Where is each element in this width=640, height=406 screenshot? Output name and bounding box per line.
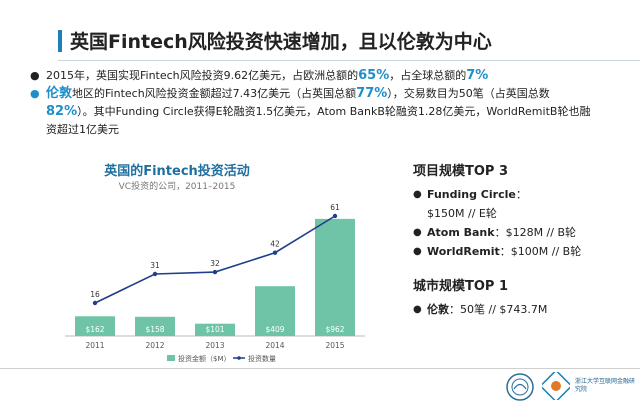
line-label-2014: 42 <box>270 240 280 249</box>
fintech-investment-chart: $162 2011 $158 2012 $101 2013 $409 2014 $962 2015… <box>65 203 365 363</box>
header-divider <box>58 60 640 61</box>
x-tick-2011: 2011 <box>85 341 104 350</box>
legend-line-marker <box>237 356 241 360</box>
bar-2012 <box>135 316 175 336</box>
line-point-2013 <box>212 269 218 275</box>
bullet-dot-icon: ● <box>413 246 422 257</box>
bar-label-2011: $162 <box>85 325 104 334</box>
bar-label-2014: $409 <box>265 325 284 334</box>
bullet-item: ● 2015年，英国实现Fintech风险投资9.62亿美元，占欧洲总额的65%… <box>30 68 489 83</box>
bullet-item: ● 伦敦地区的Fintech风险投资金额超过7.43亿美元（占英国总额77%），… <box>30 86 591 136</box>
bullet-dot-icon: ● <box>413 304 422 315</box>
legend-bar-swatch <box>167 355 175 361</box>
bullet-dot-icon: ● <box>413 189 422 200</box>
bar-2011 <box>75 316 115 336</box>
bullet-list: ● 2015年，英国实现Fintech风险投资9.62亿美元，占欧洲总额的65%… <box>30 67 615 139</box>
chart-title: 英国的Fintech投资活动 <box>104 164 250 179</box>
x-tick-2012: 2012 <box>145 341 164 350</box>
top3-item: ● Atom Bank：$128M // B轮 <box>413 223 633 242</box>
top3-title: 项目规模TOP 3 <box>413 164 509 179</box>
x-tick-2015: 2015 <box>325 341 344 350</box>
top3-item: ● Funding Circle： <box>413 185 633 204</box>
institute-name: 浙江大学互联网金融研究院 <box>575 378 636 393</box>
city-item: ● 伦敦：50笔 // $743.7M <box>413 300 633 319</box>
title-accent-bar <box>58 30 62 52</box>
line-label-2012: 31 <box>150 261 160 270</box>
right-panel: 项目规模TOP 3 ● Funding Circle： $150M // E轮 … <box>413 160 633 319</box>
bar-label-2015: $962 <box>325 325 344 334</box>
line-label-2015: 61 <box>330 203 340 212</box>
institute-logo-icon <box>542 372 570 400</box>
legend-bar-label: 投资金额（$M） <box>178 354 231 363</box>
line-point-2011 <box>92 300 98 306</box>
line-point-2015 <box>332 213 338 219</box>
bar-2013 <box>195 323 235 336</box>
bar-label-2012: $158 <box>145 325 164 334</box>
legend-line-label: 投资数量 <box>248 354 276 363</box>
line-point-2014 <box>272 250 278 255</box>
x-tick-2013: 2013 <box>205 341 224 350</box>
footer-divider <box>0 368 640 369</box>
bar-label-2013: $101 <box>205 325 224 334</box>
line-label-2013: 32 <box>210 259 220 268</box>
bullet-dot-icon: ● <box>413 227 422 238</box>
top3-item-value: $150M // E轮 <box>427 207 497 220</box>
slide-title: 英国Fintech风险投资快速增加，且以伦敦为中心 <box>70 31 492 53</box>
bullet-dot-icon: ● <box>30 87 40 100</box>
bar-2015 <box>315 218 355 336</box>
x-tick-2014: 2014 <box>265 341 284 350</box>
line-point-2012 <box>152 271 158 277</box>
bullet-dot-icon: ● <box>30 69 40 82</box>
city-title: 城市规模TOP 1 <box>413 279 509 294</box>
bar-2014 <box>255 286 295 336</box>
chart-subtitle: VC投资的公司，2011–2015 <box>118 182 236 192</box>
line-label-2011: 16 <box>90 290 100 299</box>
university-seal-icon <box>506 373 534 401</box>
top3-item: ● WorldRemit：$100M // B轮 <box>413 242 633 261</box>
